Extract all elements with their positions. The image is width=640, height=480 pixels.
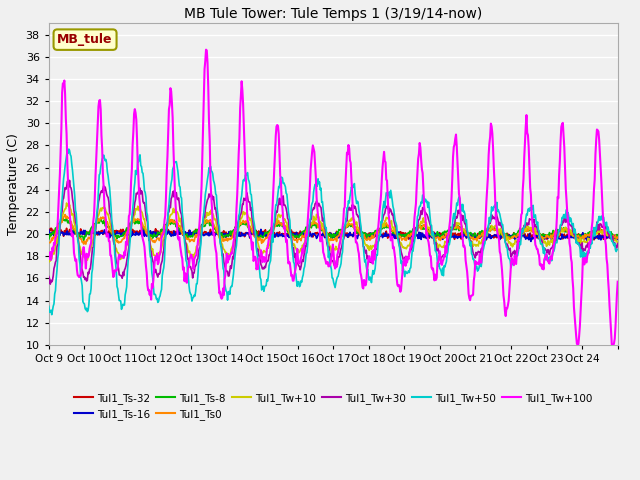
Text: MB_tule: MB_tule <box>58 33 113 46</box>
Legend: Tul1_Ts-32, Tul1_Ts-16, Tul1_Ts-8, Tul1_Ts0, Tul1_Tw+10, Tul1_Tw+30, Tul1_Tw+50,: Tul1_Ts-32, Tul1_Ts-16, Tul1_Ts-8, Tul1_… <box>70 389 596 424</box>
Y-axis label: Temperature (C): Temperature (C) <box>7 133 20 235</box>
Title: MB Tule Tower: Tule Temps 1 (3/19/14-now): MB Tule Tower: Tule Temps 1 (3/19/14-now… <box>184 7 483 21</box>
